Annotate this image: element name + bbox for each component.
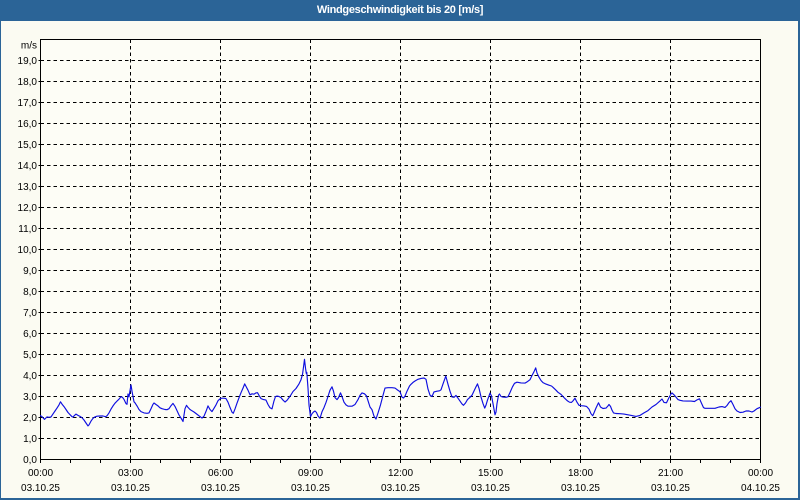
- svg-text:03:00: 03:00: [118, 468, 143, 479]
- svg-text:10,0: 10,0: [18, 245, 38, 256]
- svg-text:13,0: 13,0: [18, 182, 38, 193]
- svg-text:21:00: 21:00: [658, 468, 683, 479]
- svg-text:03.10.25: 03.10.25: [471, 483, 510, 494]
- svg-text:0,0: 0,0: [23, 455, 37, 466]
- svg-text:00:00: 00:00: [28, 468, 53, 479]
- svg-text:00:00: 00:00: [748, 468, 773, 479]
- svg-text:m/s: m/s: [21, 41, 37, 52]
- svg-text:03.10.25: 03.10.25: [201, 483, 240, 494]
- svg-text:19,0: 19,0: [18, 56, 38, 67]
- svg-text:4,0: 4,0: [23, 371, 37, 382]
- svg-text:7,0: 7,0: [23, 308, 37, 319]
- svg-text:5,0: 5,0: [23, 350, 37, 361]
- svg-text:18,0: 18,0: [18, 77, 38, 88]
- svg-text:12:00: 12:00: [388, 468, 413, 479]
- svg-text:03.10.25: 03.10.25: [651, 483, 690, 494]
- svg-text:18:00: 18:00: [568, 468, 593, 479]
- svg-text:03.10.25: 03.10.25: [291, 483, 330, 494]
- svg-text:06:00: 06:00: [208, 468, 233, 479]
- svg-text:1,0: 1,0: [23, 434, 37, 445]
- svg-text:15:00: 15:00: [478, 468, 503, 479]
- svg-text:2,0: 2,0: [23, 413, 37, 424]
- svg-text:8,0: 8,0: [23, 287, 37, 298]
- svg-text:12,0: 12,0: [18, 203, 38, 214]
- svg-text:09:00: 09:00: [298, 468, 323, 479]
- svg-text:17,0: 17,0: [18, 98, 38, 109]
- svg-text:03.10.25: 03.10.25: [381, 483, 420, 494]
- svg-text:14,0: 14,0: [18, 161, 38, 172]
- svg-text:03.10.25: 03.10.25: [21, 483, 60, 494]
- svg-text:16,0: 16,0: [18, 119, 38, 130]
- svg-text:04.10.25: 04.10.25: [741, 483, 780, 494]
- svg-text:6,0: 6,0: [23, 329, 37, 340]
- svg-text:9,0: 9,0: [23, 266, 37, 277]
- svg-text:11,0: 11,0: [18, 224, 37, 235]
- svg-text:03.10.25: 03.10.25: [561, 483, 600, 494]
- svg-text:3,0: 3,0: [23, 392, 37, 403]
- svg-text:03.10.25: 03.10.25: [111, 483, 150, 494]
- svg-text:15,0: 15,0: [18, 140, 38, 151]
